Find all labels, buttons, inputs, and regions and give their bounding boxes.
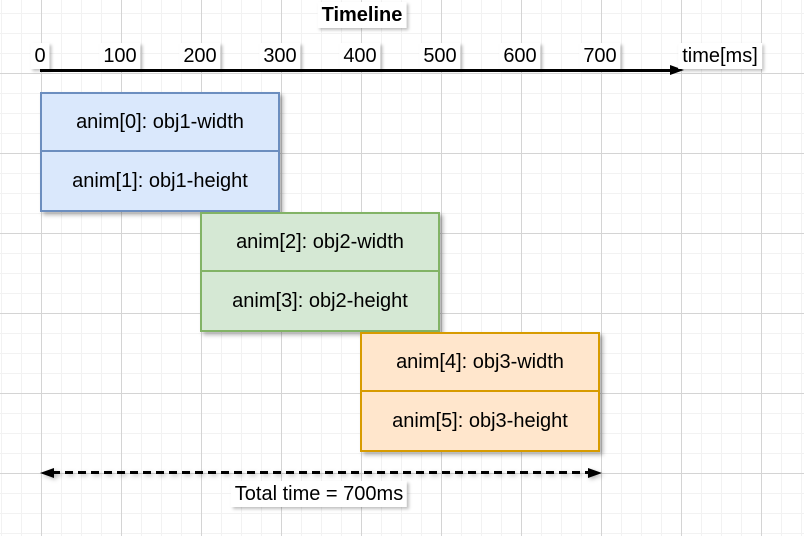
axis-tick-600: 600 xyxy=(499,43,541,69)
axis-tick-0: 0 xyxy=(30,43,50,69)
track-group-obj1: anim[0]: obj1-width anim[1]: obj1-height xyxy=(40,92,280,212)
time-axis-line xyxy=(40,69,672,72)
track-anim1[interactable]: anim[1]: obj1-height xyxy=(40,150,280,212)
track-group-obj2: anim[2]: obj2-width anim[3]: obj2-height xyxy=(200,212,440,332)
track-anim0-label: anim[0]: obj1-width xyxy=(76,110,244,133)
axis-tick-300: 300 xyxy=(259,43,301,69)
total-time-label: Total time = 700ms xyxy=(230,481,408,507)
track-anim3-label: anim[3]: obj2-height xyxy=(232,289,408,312)
track-anim0[interactable]: anim[0]: obj1-width xyxy=(40,92,280,152)
axis-tick-500: 500 xyxy=(419,43,461,69)
track-anim5-label: anim[5]: obj3-height xyxy=(392,409,568,432)
track-anim5[interactable]: anim[5]: obj3-height xyxy=(360,390,600,452)
track-anim4-label: anim[4]: obj3-width xyxy=(396,350,564,373)
track-anim4[interactable]: anim[4]: obj3-width xyxy=(360,332,600,392)
axis-tick-400: 400 xyxy=(339,43,381,69)
track-anim2-label: anim[2]: obj2-width xyxy=(236,230,404,253)
track-group-obj3: anim[4]: obj3-width anim[5]: obj3-height xyxy=(360,332,600,452)
track-anim1-label: anim[1]: obj1-height xyxy=(72,169,248,192)
diagram-title: Timeline xyxy=(317,2,407,28)
axis-unit-label: time[ms] xyxy=(678,43,762,69)
total-arrow-right-arrowhead-icon xyxy=(588,467,602,478)
time-axis-arrowhead-icon xyxy=(670,65,684,75)
total-arrow-left-arrowhead-icon xyxy=(40,467,54,478)
track-anim2[interactable]: anim[2]: obj2-width xyxy=(200,212,440,272)
axis-tick-100: 100 xyxy=(99,43,141,69)
total-time-dashed-line xyxy=(52,471,592,474)
axis-tick-700: 700 xyxy=(579,43,621,69)
track-anim3[interactable]: anim[3]: obj2-height xyxy=(200,270,440,332)
axis-tick-200: 200 xyxy=(179,43,221,69)
